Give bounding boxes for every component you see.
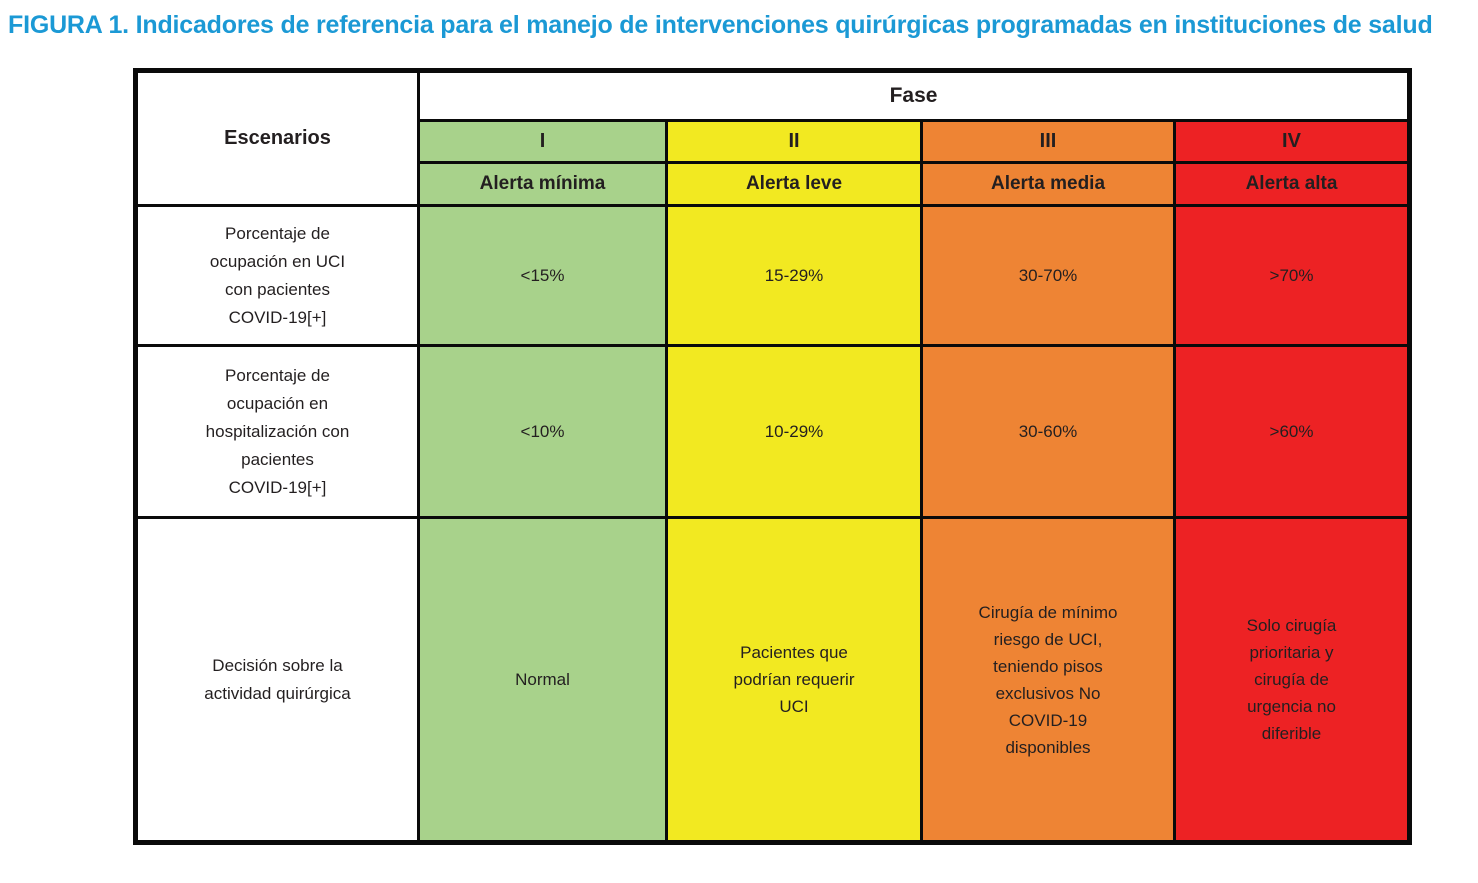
phase-2-numeral-cell: II <box>665 119 923 164</box>
uci-occupancy-phase-4-value: >70% <box>1173 204 1411 347</box>
row-label-surgical-decision: Decisión sobre la actividad quirúrgica <box>134 516 420 844</box>
alert-minima-cell: Alerta mínima <box>417 161 668 207</box>
surgical-decision-phase-1-value: Normal <box>417 516 668 844</box>
surgical-decision-phase-4-value: Solo cirugía prioritaria y cirugía de ur… <box>1173 516 1411 844</box>
phase-3-numeral-cell: III <box>920 119 1176 164</box>
alert-media-cell: Alerta media <box>920 161 1176 207</box>
header-row-phase-numerals: I II III IV <box>136 119 1411 164</box>
row-label-uci-occupancy: Porcentaje de ocupación en UCI con pacie… <box>134 204 420 347</box>
hospitalization-phase-2-value: 10-29% <box>665 344 923 519</box>
uci-occupancy-phase-3-value: 30-70% <box>920 204 1176 347</box>
hospitalization-phase-4-value: >60% <box>1173 344 1411 519</box>
row-label-hospitalization-occupancy: Porcentaje de ocupación en hospitalizaci… <box>134 344 420 519</box>
phase-1-numeral-cell: I <box>417 119 668 164</box>
table-row-uci-occupancy: Porcentaje de ocupación en UCI con pacie… <box>134 204 1411 347</box>
header-row-fase: Escenarios Fase <box>134 69 1411 207</box>
phase-4-numeral-cell: IV <box>1173 119 1411 164</box>
hospitalization-phase-1-value: <10% <box>417 344 668 519</box>
hospitalization-phase-3-value: 30-60% <box>920 344 1176 519</box>
surgical-decision-phase-3-value: Cirugía de mínimo riesgo de UCI, teniend… <box>920 516 1176 844</box>
alert-leve-cell: Alerta leve <box>665 161 923 207</box>
surgical-decision-phase-2-value: Pacientes que podrían requerir UCI <box>665 516 923 844</box>
indicator-table: Escenarios Fase I II III IV Alerta mínim… <box>133 68 1412 845</box>
uci-occupancy-phase-2-value: 15-29% <box>665 204 923 347</box>
table-row-surgical-decision: Decisión sobre la actividad quirúrgica N… <box>134 516 1411 844</box>
fase-header-cell: Fase <box>417 69 1411 122</box>
figure-title: FIGURA 1. Indicadores de referencia para… <box>8 11 1433 39</box>
table-row-hospitalization-occupancy: Porcentaje de ocupación en hospitalizaci… <box>134 344 1411 519</box>
header-row-alert-levels: Alerta mínima Alerta leve Alerta media A… <box>136 161 1411 207</box>
escenarios-header-cell: Escenarios <box>134 69 420 207</box>
uci-occupancy-phase-1-value: <15% <box>417 204 668 347</box>
alert-alta-cell: Alerta alta <box>1173 161 1411 207</box>
